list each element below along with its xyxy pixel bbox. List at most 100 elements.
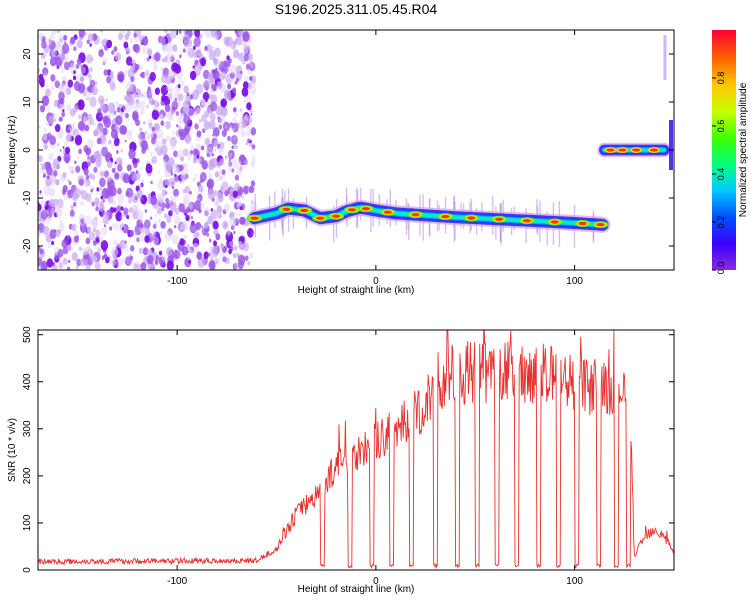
noise-speckle: [183, 148, 189, 157]
noise-speckle: [228, 158, 231, 162]
noise-speckle: [148, 122, 153, 129]
noise-speckle: [146, 57, 150, 62]
noise-speckle: [205, 98, 208, 103]
noise-speckle: [208, 235, 211, 239]
track-peak-max: [495, 217, 504, 221]
noise-speckle: [69, 165, 76, 174]
track-peak-max: [332, 214, 341, 218]
noise-speckle: [179, 238, 185, 246]
noise-speckle: [52, 158, 60, 170]
noise-speckle: [214, 148, 217, 152]
noise-speckle: [82, 248, 88, 256]
noise-speckle: [151, 137, 156, 145]
noise-speckle: [172, 44, 178, 52]
noise-speckle: [210, 209, 218, 220]
noise-speckle: [111, 246, 119, 257]
noise-speckle: [186, 206, 191, 213]
noise-speckle: [55, 229, 61, 238]
noise-speckle: [92, 240, 96, 244]
noise-speckle: [45, 177, 52, 187]
noise-speckle: [228, 162, 232, 167]
noise-speckle: [68, 122, 74, 131]
noise-speckle: [180, 80, 185, 86]
noise-speckle: [99, 114, 102, 118]
noise-speckle: [117, 71, 125, 83]
noise-speckle: [77, 73, 85, 85]
noise-speckle: [168, 73, 172, 79]
noise-speckle: [86, 86, 91, 93]
noise-speckle: [44, 205, 48, 210]
noise-speckle: [159, 178, 163, 183]
noise-speckle: [40, 163, 42, 166]
noise-speckle: [154, 259, 159, 265]
noise-speckle: [72, 75, 77, 81]
noise-speckle: [240, 216, 246, 225]
noise-speckle: [224, 155, 228, 160]
noise-speckle: [126, 118, 130, 122]
noise-speckle: [192, 51, 198, 59]
noise-speckle: [248, 185, 255, 194]
noise-speckle: [64, 156, 70, 164]
noise-speckle: [53, 99, 60, 108]
noise-speckle: [87, 97, 89, 100]
noise-speckle: [101, 146, 109, 157]
noise-speckle: [103, 117, 112, 128]
noise-speckle: [140, 182, 144, 188]
noise-speckle: [40, 209, 48, 220]
noise-speckle: [231, 122, 239, 133]
noise-speckle: [213, 135, 217, 140]
noise-speckle: [45, 83, 49, 88]
noise-speckle: [179, 164, 184, 172]
noise-speckle: [102, 199, 105, 203]
noise-speckle: [159, 113, 164, 120]
noise-speckle: [193, 37, 201, 48]
noise-speckle: [206, 44, 212, 53]
noise-speckle: [42, 133, 48, 141]
noise-speckle: [178, 203, 185, 213]
noise-speckle: [82, 116, 88, 124]
noise-speckle: [131, 63, 133, 66]
noise-speckle: [240, 70, 243, 75]
noise-speckle: [69, 208, 76, 219]
track-peak-max: [441, 215, 450, 219]
noise-speckle: [135, 63, 140, 71]
noise-speckle: [203, 79, 211, 90]
noise-speckle: [211, 153, 214, 157]
noise-speckle: [216, 205, 223, 214]
noise-speckle: [73, 128, 79, 137]
noise-speckle: [77, 39, 83, 49]
noise-speckle: [224, 89, 232, 100]
noise-speckle: [236, 200, 242, 208]
snr-xlabel: Height of straight line (km): [298, 584, 415, 595]
noise-speckle: [166, 246, 173, 257]
noise-speckle: [174, 64, 182, 74]
noise-speckle: [200, 203, 205, 209]
noise-speckle: [122, 241, 128, 249]
noise-speckle: [94, 197, 100, 205]
noise-speckle: [237, 212, 241, 217]
noise-speckle: [142, 47, 147, 54]
noise-speckle: [68, 165, 71, 169]
noise-speckle: [202, 91, 210, 101]
noise-speckle: [122, 227, 124, 231]
noise-speckle: [229, 241, 233, 247]
noise-speckle: [206, 32, 211, 38]
noise-speckle: [117, 33, 123, 41]
noise-speckle: [71, 123, 76, 129]
noise-speckle: [45, 121, 49, 126]
noise-speckle: [106, 160, 113, 169]
noise-speckle: [234, 212, 237, 217]
noise-speckle: [184, 212, 187, 216]
noise-speckle: [39, 190, 42, 194]
noise-speckle: [102, 57, 108, 65]
noise-speckle: [141, 196, 144, 201]
noise-speckle: [170, 109, 175, 115]
noise-speckle: [243, 42, 246, 46]
noise-speckle: [85, 174, 90, 180]
noise-speckle: [99, 187, 103, 191]
noise-speckle: [124, 139, 127, 143]
y-tick-label: 300: [22, 420, 33, 437]
noise-speckle: [144, 71, 150, 79]
noise-speckle: [109, 81, 116, 91]
